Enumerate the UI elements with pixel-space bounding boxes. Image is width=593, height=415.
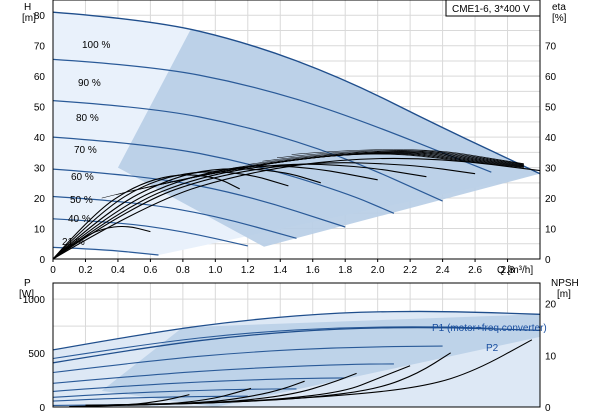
power-curve [52, 326, 492, 360]
speed-curve [52, 11, 541, 175]
power-series-line [52, 310, 541, 351]
y-left-axis-name: P [24, 278, 31, 289]
y-left-axis-name: H [24, 2, 31, 13]
y-right-tick-label: 40 [545, 133, 557, 144]
speed-curve [52, 58, 492, 173]
title-box [445, 0, 541, 17]
y-right-tick-label: 10 [545, 225, 557, 236]
x-tick-label: 0 [50, 265, 56, 276]
y-left-tick-label: 500 [28, 349, 45, 360]
speed-curve-label: 21 % [62, 237, 85, 248]
series-label-p1: P1 (motor+freq.converter) [432, 323, 547, 334]
x-axis-label: Q [m³/h] [497, 265, 533, 276]
efficiency-curve [52, 174, 240, 260]
y-left-axis-unit: [m] [22, 13, 36, 24]
npsh-curve [85, 387, 252, 407]
y-right-tick-label: 50 [545, 103, 557, 114]
speed-curve-label: 70 % [74, 145, 97, 156]
x-tick-label: 0.6 [143, 265, 157, 276]
series-label-p2: P2 [486, 343, 499, 354]
x-tick-label: 2.8 [501, 265, 515, 276]
y-left-tick-label: 20 [34, 194, 46, 205]
power-curve [52, 395, 248, 402]
npsh-curve [69, 394, 190, 408]
duty-arc [218, 151, 524, 172]
y-right-tick-label: 70 [545, 42, 557, 53]
power-npsh-plot: 0 500 1000 0 10 20 P[W] NPSH[m] P1 (motor+freq.c… [19, 278, 579, 414]
speed-curve [52, 136, 395, 214]
y-right-tick-label: 20 [545, 300, 557, 311]
speed-curve-label: 50 % [70, 195, 93, 206]
x-tick-label: 2.6 [468, 265, 482, 276]
x-tick-label: 2.0 [371, 265, 385, 276]
duty-arc [233, 151, 524, 169]
x-tick-label: 1.4 [273, 265, 287, 276]
duty-arc [291, 149, 524, 164]
x-tick-label: 1.2 [241, 265, 255, 276]
speed-curve-label: 90 % [78, 78, 101, 89]
x-tick-label: 1.8 [338, 265, 352, 276]
y-left-tick-label: 60 [34, 72, 46, 83]
y-left-tick-label: 0 [39, 403, 45, 414]
x-tick-label: 0.4 [111, 265, 125, 276]
y-left-axis-unit: [W] [19, 289, 34, 300]
y-right-tick-label: 30 [545, 164, 557, 175]
duty-arc [262, 150, 524, 165]
power-operating-shade [101, 314, 540, 407]
y-right-tick-label: 60 [545, 72, 557, 83]
y-right-axis-name: NPSH [551, 278, 579, 289]
y-right-tick-label: 10 [545, 351, 557, 362]
x-tick-label: 2.2 [403, 265, 417, 276]
chart-title: CME1-6, 3*400 V [452, 4, 530, 15]
power-curve [52, 345, 443, 374]
power-curve [52, 377, 346, 392]
x-tick-label: 0.2 [79, 265, 93, 276]
y-left-tick-label: 0 [39, 255, 45, 266]
duty-arc [203, 152, 524, 175]
x-tick-label: 2.4 [436, 265, 450, 276]
speed-curve [52, 195, 297, 239]
y-left-tick-label: 80 [34, 11, 46, 22]
duty-arc [247, 151, 524, 165]
y-right-tick-label: 0 [545, 403, 551, 414]
y-left-tick-label: 40 [34, 133, 46, 144]
y-left-tick-label: 30 [34, 164, 46, 175]
y-left-tick-label: 70 [34, 42, 46, 53]
y-right-axis-unit: [%] [552, 13, 567, 24]
x-tick-label: 0.8 [176, 265, 190, 276]
plot-frame [52, 282, 541, 408]
y-left-tick-label: 1000 [23, 295, 46, 306]
duty-arc [276, 149, 524, 165]
y-left-tick-label: 50 [34, 103, 46, 114]
efficiency-curve [52, 157, 541, 260]
operating-region-shade [117, 28, 540, 247]
y-right-tick-label: 20 [545, 194, 557, 205]
speed-curve [52, 100, 443, 202]
power-curve [52, 363, 394, 384]
efficiency-curve [52, 225, 151, 260]
speed-curve-label: 40 % [68, 214, 91, 225]
y-right-tick-label: 0 [545, 255, 551, 266]
y-left-tick-label: 10 [34, 225, 46, 236]
y-right-axis-name: eta [552, 2, 566, 13]
speed-curve-label: 100 % [82, 40, 110, 51]
speed-curve-label: 60 % [71, 172, 94, 183]
y-right-axis-unit: [m] [557, 289, 571, 300]
efficiency-curve [52, 162, 476, 260]
efficiency-curve [52, 163, 427, 260]
power-series-line [52, 326, 541, 364]
speed-curve [52, 168, 346, 228]
speed-curve-label: 80 % [76, 113, 99, 124]
x-tick-label: 1.0 [208, 265, 222, 276]
plot-frame [52, 0, 541, 260]
head-efficiency-plot: 100 % 90 % 80 % 70 % 60 % 50 % 40 % 21 % 0 0.2 0.4… [22, 0, 567, 276]
x-tick-label: 1.6 [306, 265, 320, 276]
